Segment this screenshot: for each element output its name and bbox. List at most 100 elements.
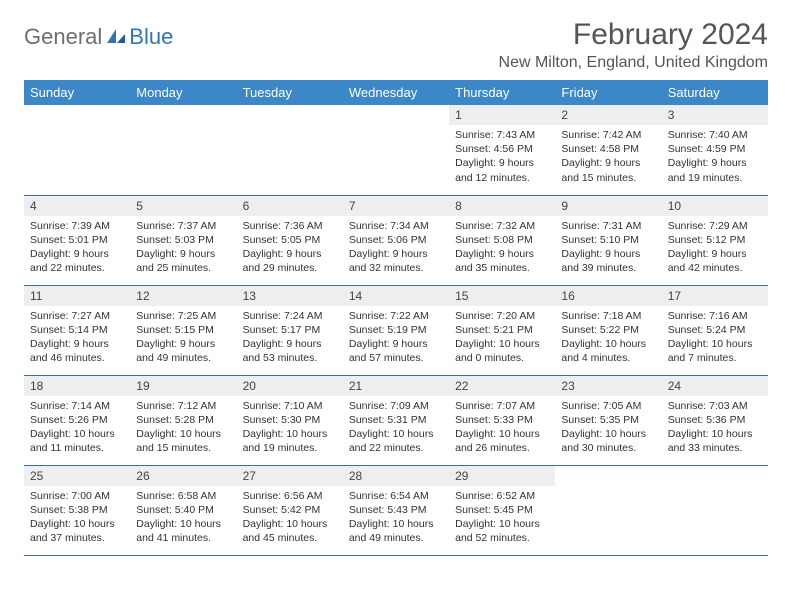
day-number: 12 [130,286,236,306]
day-number: 26 [130,466,236,486]
day-details: Sunrise: 7:34 AMSunset: 5:06 PMDaylight:… [343,216,449,282]
location: New Milton, England, United Kingdom [499,54,768,72]
day-details: Sunrise: 7:42 AMSunset: 4:58 PMDaylight:… [555,125,661,191]
calendar-cell: 25Sunrise: 7:00 AMSunset: 5:38 PMDayligh… [24,465,130,555]
calendar-cell: 7Sunrise: 7:34 AMSunset: 5:06 PMDaylight… [343,195,449,285]
day-details: Sunrise: 7:29 AMSunset: 5:12 PMDaylight:… [662,216,768,282]
daylight-line: Daylight: 10 hours and 4 minutes. [561,337,655,365]
day-details: Sunrise: 7:14 AMSunset: 5:26 PMDaylight:… [24,396,130,462]
sunrise-line: Sunrise: 6:58 AM [136,489,230,503]
month-title: February 2024 [499,18,768,52]
daylight-line: Daylight: 10 hours and 45 minutes. [243,517,337,545]
day-details: Sunrise: 7:36 AMSunset: 5:05 PMDaylight:… [237,216,343,282]
sunset-line: Sunset: 5:21 PM [455,323,549,337]
logo-text-blue: Blue [129,24,173,50]
calendar-cell: 26Sunrise: 6:58 AMSunset: 5:40 PMDayligh… [130,465,236,555]
sunrise-line: Sunrise: 7:10 AM [243,399,337,413]
sunrise-line: Sunrise: 7:14 AM [30,399,124,413]
sunset-line: Sunset: 5:38 PM [30,503,124,517]
day-number: 18 [24,376,130,396]
sunrise-line: Sunrise: 7:43 AM [455,128,549,142]
weekday-header: Saturday [662,80,768,105]
day-details: Sunrise: 7:12 AMSunset: 5:28 PMDaylight:… [130,396,236,462]
daylight-line: Daylight: 9 hours and 15 minutes. [561,156,655,184]
daylight-line: Daylight: 9 hours and 12 minutes. [455,156,549,184]
calendar-cell: 21Sunrise: 7:09 AMSunset: 5:31 PMDayligh… [343,375,449,465]
daylight-line: Daylight: 10 hours and 19 minutes. [243,427,337,455]
day-details: Sunrise: 7:43 AMSunset: 4:56 PMDaylight:… [449,125,555,191]
day-details: Sunrise: 7:18 AMSunset: 5:22 PMDaylight:… [555,306,661,372]
calendar-cell: 3Sunrise: 7:40 AMSunset: 4:59 PMDaylight… [662,105,768,195]
calendar-week: 18Sunrise: 7:14 AMSunset: 5:26 PMDayligh… [24,375,768,465]
day-details: Sunrise: 7:07 AMSunset: 5:33 PMDaylight:… [449,396,555,462]
day-number: 4 [24,196,130,216]
sunrise-line: Sunrise: 7:09 AM [349,399,443,413]
daylight-line: Daylight: 10 hours and 11 minutes. [30,427,124,455]
daylight-line: Daylight: 9 hours and 25 minutes. [136,247,230,275]
sunset-line: Sunset: 5:36 PM [668,413,762,427]
calendar-cell: 5Sunrise: 7:37 AMSunset: 5:03 PMDaylight… [130,195,236,285]
daylight-line: Daylight: 9 hours and 57 minutes. [349,337,443,365]
day-number: 16 [555,286,661,306]
calendar-cell [555,465,661,555]
daylight-line: Daylight: 10 hours and 49 minutes. [349,517,443,545]
day-details: Sunrise: 7:09 AMSunset: 5:31 PMDaylight:… [343,396,449,462]
day-number: 7 [343,196,449,216]
day-number: 8 [449,196,555,216]
daylight-line: Daylight: 9 hours and 49 minutes. [136,337,230,365]
sunrise-line: Sunrise: 7:39 AM [30,219,124,233]
weekday-header: Friday [555,80,661,105]
sunset-line: Sunset: 5:01 PM [30,233,124,247]
sunset-line: Sunset: 5:30 PM [243,413,337,427]
weekday-header: Sunday [24,80,130,105]
sunset-line: Sunset: 4:59 PM [668,142,762,156]
sunset-line: Sunset: 5:08 PM [455,233,549,247]
calendar-cell: 20 Sunrise: 7:10 AMSunset: 5:30 PMDayligh… [237,375,343,465]
day-details: Sunrise: 7:25 AMSunset: 5:15 PMDaylight:… [130,306,236,372]
day-number: 3 [662,105,768,125]
daylight-line: Daylight: 10 hours and 22 minutes. [349,427,443,455]
calendar-cell: 17Sunrise: 7:16 AMSunset: 5:24 PMDayligh… [662,285,768,375]
day-details: Sunrise: 7:03 AMSunset: 5:36 PMDaylight:… [662,396,768,462]
daylight-line: Daylight: 10 hours and 7 minutes. [668,337,762,365]
day-number: 15 [449,286,555,306]
calendar-cell: 4Sunrise: 7:39 AMSunset: 5:01 PMDaylight… [24,195,130,285]
sunrise-line: Sunrise: 7:18 AM [561,309,655,323]
sunrise-line: Sunrise: 7:07 AM [455,399,549,413]
day-details: Sunrise: 7:00 AMSunset: 5:38 PMDaylight:… [24,486,130,552]
calendar-cell: 8Sunrise: 7:32 AMSunset: 5:08 PMDaylight… [449,195,555,285]
day-number: 23 [555,376,661,396]
daylight-line: Daylight: 9 hours and 29 minutes. [243,247,337,275]
sunrise-line: Sunrise: 7:25 AM [136,309,230,323]
day-number: 24 [662,376,768,396]
daylight-line: Daylight: 10 hours and 52 minutes. [455,517,549,545]
sunset-line: Sunset: 5:31 PM [349,413,443,427]
day-details: Sunrise: 7:24 AMSunset: 5:17 PMDaylight:… [237,306,343,372]
sunset-line: Sunset: 5:35 PM [561,413,655,427]
day-number: 25 [24,466,130,486]
sunset-line: Sunset: 5:33 PM [455,413,549,427]
sunset-line: Sunset: 5:42 PM [243,503,337,517]
calendar-cell: 23Sunrise: 7:05 AMSunset: 5:35 PMDayligh… [555,375,661,465]
day-number: 5 [130,196,236,216]
daylight-line: Daylight: 10 hours and 0 minutes. [455,337,549,365]
day-number: 28 [343,466,449,486]
calendar-week: 25Sunrise: 7:00 AMSunset: 5:38 PMDayligh… [24,465,768,555]
day-number: 20 [237,376,343,396]
day-details: Sunrise: 6:56 AMSunset: 5:42 PMDaylight:… [237,486,343,552]
daylight-line: Daylight: 10 hours and 41 minutes. [136,517,230,545]
calendar-cell: 24Sunrise: 7:03 AMSunset: 5:36 PMDayligh… [662,375,768,465]
title-block: February 2024 New Milton, England, Unite… [499,18,768,72]
sunrise-line: Sunrise: 7:00 AM [30,489,124,503]
day-number: 29 [449,466,555,486]
weekday-header: Monday [130,80,236,105]
daylight-line: Daylight: 9 hours and 32 minutes. [349,247,443,275]
sunrise-line: Sunrise: 7:12 AM [136,399,230,413]
daylight-line: Daylight: 10 hours and 37 minutes. [30,517,124,545]
daylight-line: Daylight: 9 hours and 19 minutes. [668,156,762,184]
day-details: Sunrise: 6:52 AMSunset: 5:45 PMDaylight:… [449,486,555,552]
calendar-cell: 1Sunrise: 7:43 AMSunset: 4:56 PMDaylight… [449,105,555,195]
sunset-line: Sunset: 5:12 PM [668,233,762,247]
calendar-cell [662,465,768,555]
sunset-line: Sunset: 4:58 PM [561,142,655,156]
